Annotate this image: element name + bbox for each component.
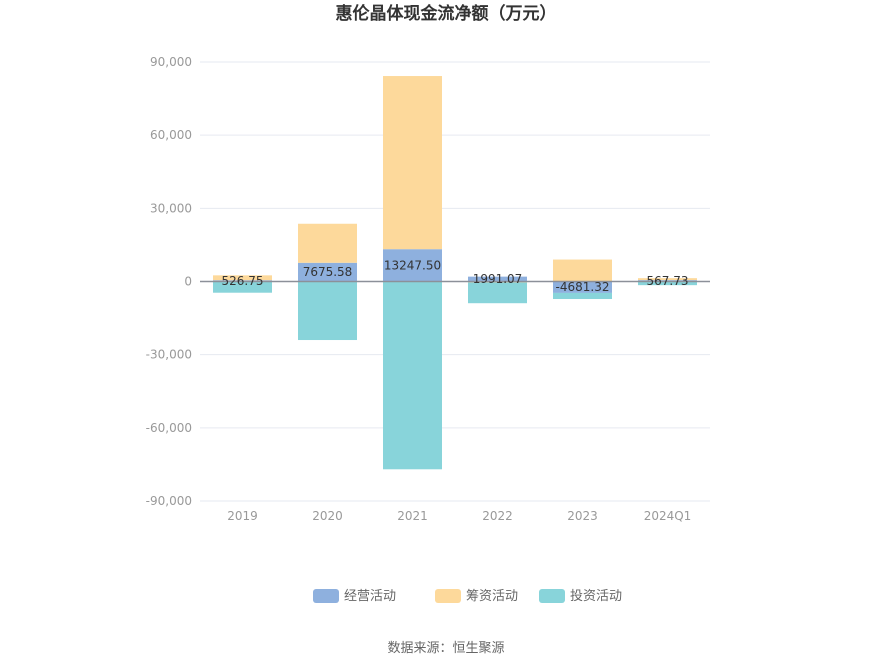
y-tick-label: -90,000 (146, 494, 192, 508)
data-label: 1991.07 (473, 272, 523, 286)
bar-segment (298, 262, 357, 282)
legend: 经营活动 筹资活动 投资活动 (313, 588, 622, 604)
data-label: 526.75 (222, 274, 264, 288)
bars (213, 76, 697, 470)
data-label: 13247.50 (384, 258, 441, 272)
data-labels: 526.75 7675.58 13247.50 1991.07 -4681.32 567.… (222, 258, 689, 294)
bar-segment (468, 282, 527, 304)
legend-label: 投资活动 (570, 588, 622, 604)
legend-label: 经营活动 (344, 589, 396, 604)
y-tick-label: -30,000 (146, 348, 192, 362)
bar-segment (383, 249, 442, 282)
source-note: 数据来源：恒生聚源 (387, 641, 504, 656)
bar-segment (298, 281, 357, 341)
bar-segment (553, 259, 612, 282)
legend-label: 筹资活动 (466, 588, 518, 604)
bar-segment (298, 223, 357, 263)
x-tick-label: 2022 (482, 509, 513, 523)
data-label: 7675.58 (303, 265, 353, 279)
y-tick-label: 0 (184, 275, 192, 289)
y-tick-label: 60,000 (150, 128, 192, 142)
y-tick-label: 90,000 (150, 55, 192, 69)
y-tick-label: -60,000 (146, 421, 192, 435)
bar-segment (553, 281, 612, 293)
data-label: 567.73 (647, 274, 689, 288)
bar-segment (213, 281, 272, 293)
chart-title: 惠伦晶体现金流净额（万元） (336, 3, 557, 24)
legend-swatch (313, 589, 339, 603)
bar-segment (638, 281, 697, 286)
data-label: -4681.32 (556, 280, 610, 294)
x-tick-label: 2021 (397, 509, 428, 523)
bar-segment (383, 76, 442, 250)
legend-swatch (435, 589, 461, 603)
x-axis-ticks: 2019 2020 2021 2022 2023 2024Q1 (227, 509, 691, 523)
bar-segment (213, 275, 272, 281)
x-tick-label: 2023 (567, 509, 598, 523)
bar-segment (383, 281, 442, 470)
bar-segment (553, 292, 612, 300)
grid-lines (200, 61, 710, 502)
y-tick-label: 30,000 (150, 201, 192, 215)
x-tick-label: 2020 (312, 509, 343, 523)
y-axis-ticks: 90,000 60,000 30,000 0 -30,000 -60,000 -90,000 (146, 55, 192, 508)
x-tick-label: 2019 (227, 509, 258, 523)
x-tick-label: 2024Q1 (644, 509, 692, 523)
bar-segment (468, 276, 527, 282)
bar-segment (638, 278, 697, 281)
legend-swatch (539, 589, 565, 603)
